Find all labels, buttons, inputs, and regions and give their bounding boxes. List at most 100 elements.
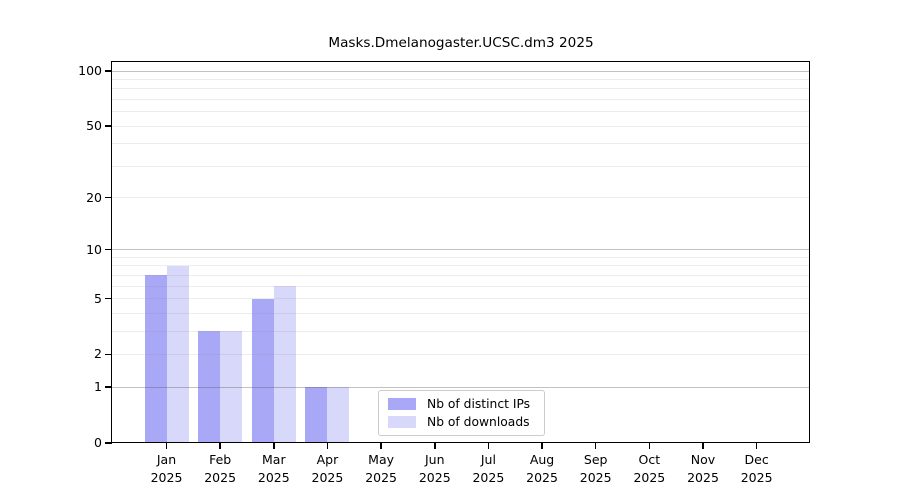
y-tick-mark	[105, 297, 112, 300]
x-tick-label-line: Jan	[156, 452, 177, 467]
x-tick-label-aug-2025: Aug 2025	[511, 451, 573, 487]
legend-swatch-downloads-icon	[388, 416, 416, 428]
y-tick-mark	[105, 442, 112, 444]
gridline-minor	[112, 197, 810, 199]
x-tick-label-oct-2025: Oct 2025	[618, 451, 680, 487]
x-tick-label-line: 2025	[579, 470, 612, 485]
y-tick-label: 1	[94, 379, 102, 395]
x-tick-mark	[487, 443, 490, 449]
x-tick-label-line: Jun	[424, 452, 445, 467]
x-tick-label-line: 2025	[472, 470, 505, 485]
x-tick-label-apr-2025: Apr 2025	[296, 451, 358, 487]
x-tick-label-line: Apr	[316, 452, 339, 467]
x-tick-label-line: Oct	[638, 452, 661, 467]
x-tick-mark	[326, 443, 329, 449]
y-tick-mark	[105, 353, 112, 356]
gridline-minor	[112, 143, 810, 145]
x-tick-label-line: 2025	[418, 470, 451, 485]
legend-label-distinct-ips: Nb of distinct IPs	[427, 397, 531, 411]
gridline-minor	[112, 285, 810, 287]
gridline-minor	[112, 165, 810, 167]
gridline-major	[112, 386, 810, 388]
gridline-minor	[112, 265, 810, 267]
gridline-minor	[112, 298, 810, 300]
y-tick-label: 5	[94, 290, 102, 306]
x-tick-mark	[380, 443, 382, 449]
gridline-minor	[112, 274, 810, 276]
y-tick-label: 0	[94, 435, 102, 450]
x-tick-label-line: Feb	[209, 452, 232, 467]
x-tick-label-line: 2025	[204, 470, 237, 485]
gridline-minor	[112, 88, 810, 90]
x-tick-label-jul-2025: Jul 2025	[457, 451, 519, 487]
x-tick-label-dec-2025: Dec 2025	[726, 451, 788, 487]
x-tick-label-line: 2025	[687, 470, 719, 485]
bar-nb-of-downloads-apr-2025	[327, 387, 350, 443]
gridline-minor	[112, 98, 810, 100]
y-tick-mark	[105, 196, 112, 199]
x-tick-label-line: May	[368, 452, 395, 467]
gridline-minor	[112, 78, 810, 80]
x-tick-label-sep-2025: Sep 2025	[565, 451, 627, 487]
x-tick-label-line: 2025	[365, 470, 397, 485]
x-tick-mark	[434, 443, 436, 449]
y-tick-label: 20	[86, 189, 102, 205]
y-tick-mark	[105, 248, 112, 251]
x-tick-label-line: Jul	[480, 452, 496, 467]
gridline-minor	[112, 312, 810, 314]
y-tick-mark	[105, 125, 112, 127]
x-tick-mark	[165, 443, 168, 449]
y-tick-label: 100	[78, 63, 102, 78]
x-tick-label-line: Nov	[690, 452, 716, 467]
x-tick-mark	[755, 443, 758, 449]
bar-nb-of-distinct-ips-apr-2025	[305, 387, 328, 443]
x-tick-label-line: 2025	[150, 470, 183, 485]
gridline-major	[112, 249, 810, 251]
bar-nb-of-downloads-jan-2025	[166, 265, 189, 443]
bar-nb-of-distinct-ips-feb-2025	[198, 331, 221, 443]
x-tick-label-jan-2025: Jan 2025	[136, 451, 198, 487]
gridline-minor	[112, 256, 810, 258]
x-tick-label-line: 2025	[526, 470, 558, 485]
x-tick-mark	[702, 443, 704, 449]
x-tick-label-line: 2025	[257, 470, 290, 485]
bar-nb-of-distinct-ips-mar-2025	[251, 298, 274, 443]
x-tick-label-feb-2025: Feb 2025	[189, 451, 251, 487]
x-tick-label-may-2025: May 2025	[350, 451, 412, 487]
bar-nb-of-downloads-feb-2025	[220, 331, 243, 443]
x-tick-label-line: Sep	[583, 452, 608, 467]
y-tick-mark	[105, 70, 112, 72]
legend-label-downloads: Nb of downloads	[427, 415, 530, 429]
y-tick-label: 50	[86, 118, 102, 134]
bar-nb-of-downloads-mar-2025	[273, 286, 296, 443]
x-tick-mark	[594, 443, 597, 449]
gridline-minor	[112, 125, 810, 127]
legend-entry-distinct-ips: Nb of distinct IPs	[379, 397, 544, 411]
x-tick-label-mar-2025: Mar 2025	[243, 451, 305, 487]
x-tick-mark	[219, 443, 221, 449]
x-tick-label-line: Mar	[262, 452, 286, 467]
y-tick-label: 10	[86, 241, 102, 257]
gridline-major	[112, 70, 810, 72]
x-tick-label-line: 2025	[633, 470, 666, 485]
gridline-minor	[112, 111, 810, 113]
legend: Nb of distinct IPs Nb of downloads	[378, 390, 545, 436]
gridline-minor	[112, 330, 810, 332]
y-tick-mark	[105, 386, 112, 388]
x-tick-mark	[541, 443, 543, 449]
x-tick-label-jun-2025: Jun 2025	[404, 451, 466, 487]
gridline-minor	[112, 353, 810, 355]
x-tick-label-line: Dec	[744, 452, 769, 467]
bar-nb-of-distinct-ips-jan-2025	[144, 275, 167, 443]
x-tick-label-line: 2025	[740, 470, 773, 485]
x-tick-mark	[273, 443, 275, 449]
x-tick-mark	[648, 443, 651, 449]
x-tick-label-line: 2025	[311, 470, 344, 485]
chart-title: Masks.Dmelanogaster.UCSC.dm3 2025	[328, 35, 594, 51]
x-tick-label-line: Aug	[529, 452, 555, 467]
legend-swatch-distinct-ips-icon	[388, 398, 416, 410]
x-tick-label-nov-2025: Nov 2025	[672, 451, 734, 487]
legend-entry-downloads: Nb of downloads	[379, 415, 544, 429]
y-tick-label: 2	[94, 346, 102, 362]
